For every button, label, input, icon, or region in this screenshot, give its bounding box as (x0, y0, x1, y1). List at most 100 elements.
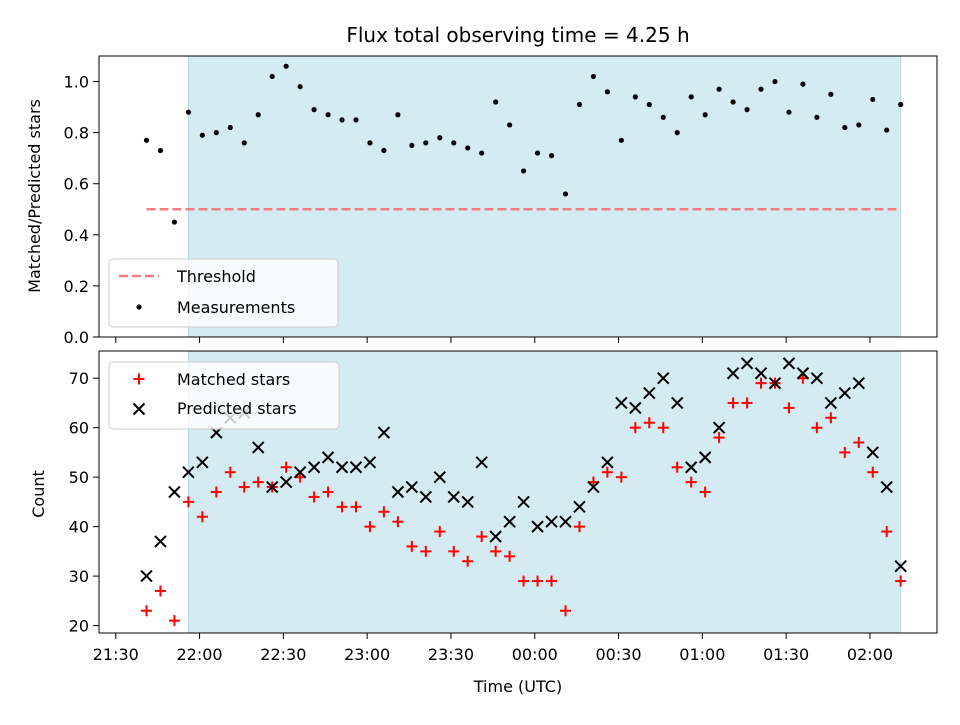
matched-star-point (420, 545, 432, 557)
predicted-star-point (782, 357, 796, 370)
measurement-point (562, 191, 569, 197)
measurement-point (576, 101, 583, 108)
measurement-point (255, 112, 261, 118)
predicted-star-point (363, 456, 377, 469)
predicted-star-point (377, 426, 391, 439)
measurement-point (688, 94, 694, 100)
matched-star-point (671, 461, 683, 473)
matched-star-point (559, 605, 571, 617)
predicted-star-point (671, 396, 684, 410)
measurement-point (702, 112, 708, 118)
measurement-point (800, 81, 806, 87)
predicted-star-point (182, 466, 195, 479)
predicted-star-point (726, 367, 740, 380)
predicted-star-point (405, 480, 419, 494)
matched-star-point (546, 575, 558, 587)
ratio-y-tick-label: 0.0 (64, 328, 89, 347)
matched-star-point (867, 466, 879, 478)
predicted-star-point (517, 495, 530, 509)
matched-star-point (895, 575, 907, 587)
matched-star-point (252, 476, 264, 488)
legend-threshold-label: Threshold (176, 267, 256, 286)
matched-star-point (532, 575, 544, 587)
measurement-point (660, 114, 666, 120)
predicted-star-point (391, 485, 405, 499)
predicted-star-point (475, 456, 488, 469)
predicted-star-point (419, 490, 433, 504)
measurement-point (269, 73, 275, 80)
count-panel: 20 30 40 50 60 70 21:30 22:00 22:30 23:00 23:30 00… (29, 350, 938, 696)
ratio-legend: Threshold Measurements (108, 258, 339, 328)
measurement-point (730, 99, 736, 105)
count-y-tick-label: 20 (69, 617, 89, 636)
measurement-point (646, 101, 652, 108)
matched-star-point (825, 412, 837, 424)
predicted-star-point (629, 401, 642, 415)
count-panel-frame (98, 350, 938, 634)
predicted-star-point (461, 495, 474, 509)
legend-predicted-swatch (132, 402, 146, 416)
count-x-tick-label: 00:00 (512, 645, 558, 664)
matched-star-point (406, 540, 418, 552)
measurement-point (465, 145, 471, 151)
predicted-star-point (293, 466, 307, 479)
predicted-star-point (545, 515, 558, 528)
matched-star-point (350, 501, 362, 513)
measurement-point (171, 219, 178, 225)
matched-star-point (839, 446, 851, 458)
predicted-stars-points (140, 357, 907, 583)
count-legend: Matched stars Predicted stars (108, 361, 340, 430)
measurement-point (842, 124, 848, 131)
x-axis-label: Time (UTC) (473, 677, 562, 696)
matched-star-point (434, 526, 446, 538)
predicted-star-point (559, 515, 572, 528)
measurement-point (395, 112, 401, 118)
count-y-tick-label: 50 (69, 468, 89, 487)
count-y-tick-label: 70 (69, 369, 89, 388)
predicted-star-point (810, 372, 824, 385)
measurement-point (632, 94, 638, 100)
predicted-star-point (335, 461, 349, 474)
predicted-star-point (489, 530, 502, 543)
matched-star-point (573, 521, 585, 533)
count-y-tick-label: 40 (69, 518, 89, 537)
measurement-point (157, 147, 164, 154)
matched-star-point (378, 506, 390, 518)
matched-star-point (699, 486, 711, 498)
measurement-point (199, 132, 205, 138)
predicted-star-point (796, 367, 810, 380)
measurement-point (898, 101, 904, 108)
measurement-point (437, 135, 443, 141)
count-x-tick-label: 00:30 (596, 645, 642, 664)
matched-star-point (154, 585, 166, 597)
predicted-star-point (768, 376, 782, 390)
measurement-point (814, 114, 820, 120)
ratio-y-ticks: 0.0 0.2 0.4 0.6 0.8 1.0 (64, 73, 99, 347)
measurement-point (548, 153, 555, 159)
predicted-star-point (657, 372, 670, 385)
measurement-point (213, 130, 219, 136)
count-y-ticks: 20 30 40 50 60 70 (69, 369, 99, 636)
predicted-star-point (740, 357, 754, 370)
measurement-point (283, 63, 289, 69)
measurement-point (143, 137, 150, 143)
measurement-point (479, 150, 485, 156)
legend-measurements-label: Measurements (177, 298, 295, 317)
count-x-tick-label: 22:30 (260, 645, 306, 664)
count-y-tick-label: 30 (69, 567, 89, 586)
matched-star-point (476, 531, 488, 543)
count-x-tick-label: 23:00 (344, 645, 390, 664)
ratio-y-tick-label: 0.6 (64, 175, 89, 194)
measurement-point (716, 86, 722, 92)
matched-star-point (308, 491, 320, 503)
predicted-star-point (433, 470, 446, 484)
matched-star-point (364, 521, 376, 533)
legend-measurements-swatch (136, 304, 142, 310)
measurement-point (786, 109, 792, 115)
matched-star-point (238, 481, 250, 493)
count-legend-box (108, 361, 340, 430)
matched-star-point (182, 496, 194, 508)
matched-star-point (210, 486, 222, 498)
matched-star-point (685, 476, 697, 488)
legend-matched-label: Matched stars (177, 370, 290, 389)
